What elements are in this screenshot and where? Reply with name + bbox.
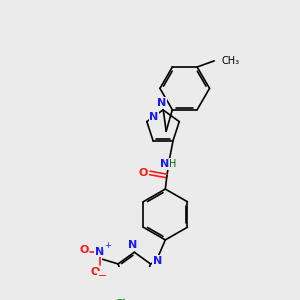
Text: N: N	[153, 256, 162, 266]
Text: N: N	[160, 159, 169, 170]
Text: CH₃: CH₃	[222, 56, 240, 66]
Text: N: N	[157, 98, 166, 108]
Text: N: N	[149, 112, 158, 122]
Text: +: +	[104, 241, 111, 250]
Text: N: N	[128, 240, 137, 250]
Text: O: O	[79, 245, 89, 255]
Text: N: N	[95, 247, 104, 256]
Text: Cl: Cl	[115, 299, 126, 300]
Text: H: H	[169, 159, 177, 169]
Text: −: −	[98, 271, 107, 281]
Text: O: O	[139, 168, 148, 178]
Text: O: O	[90, 267, 100, 277]
